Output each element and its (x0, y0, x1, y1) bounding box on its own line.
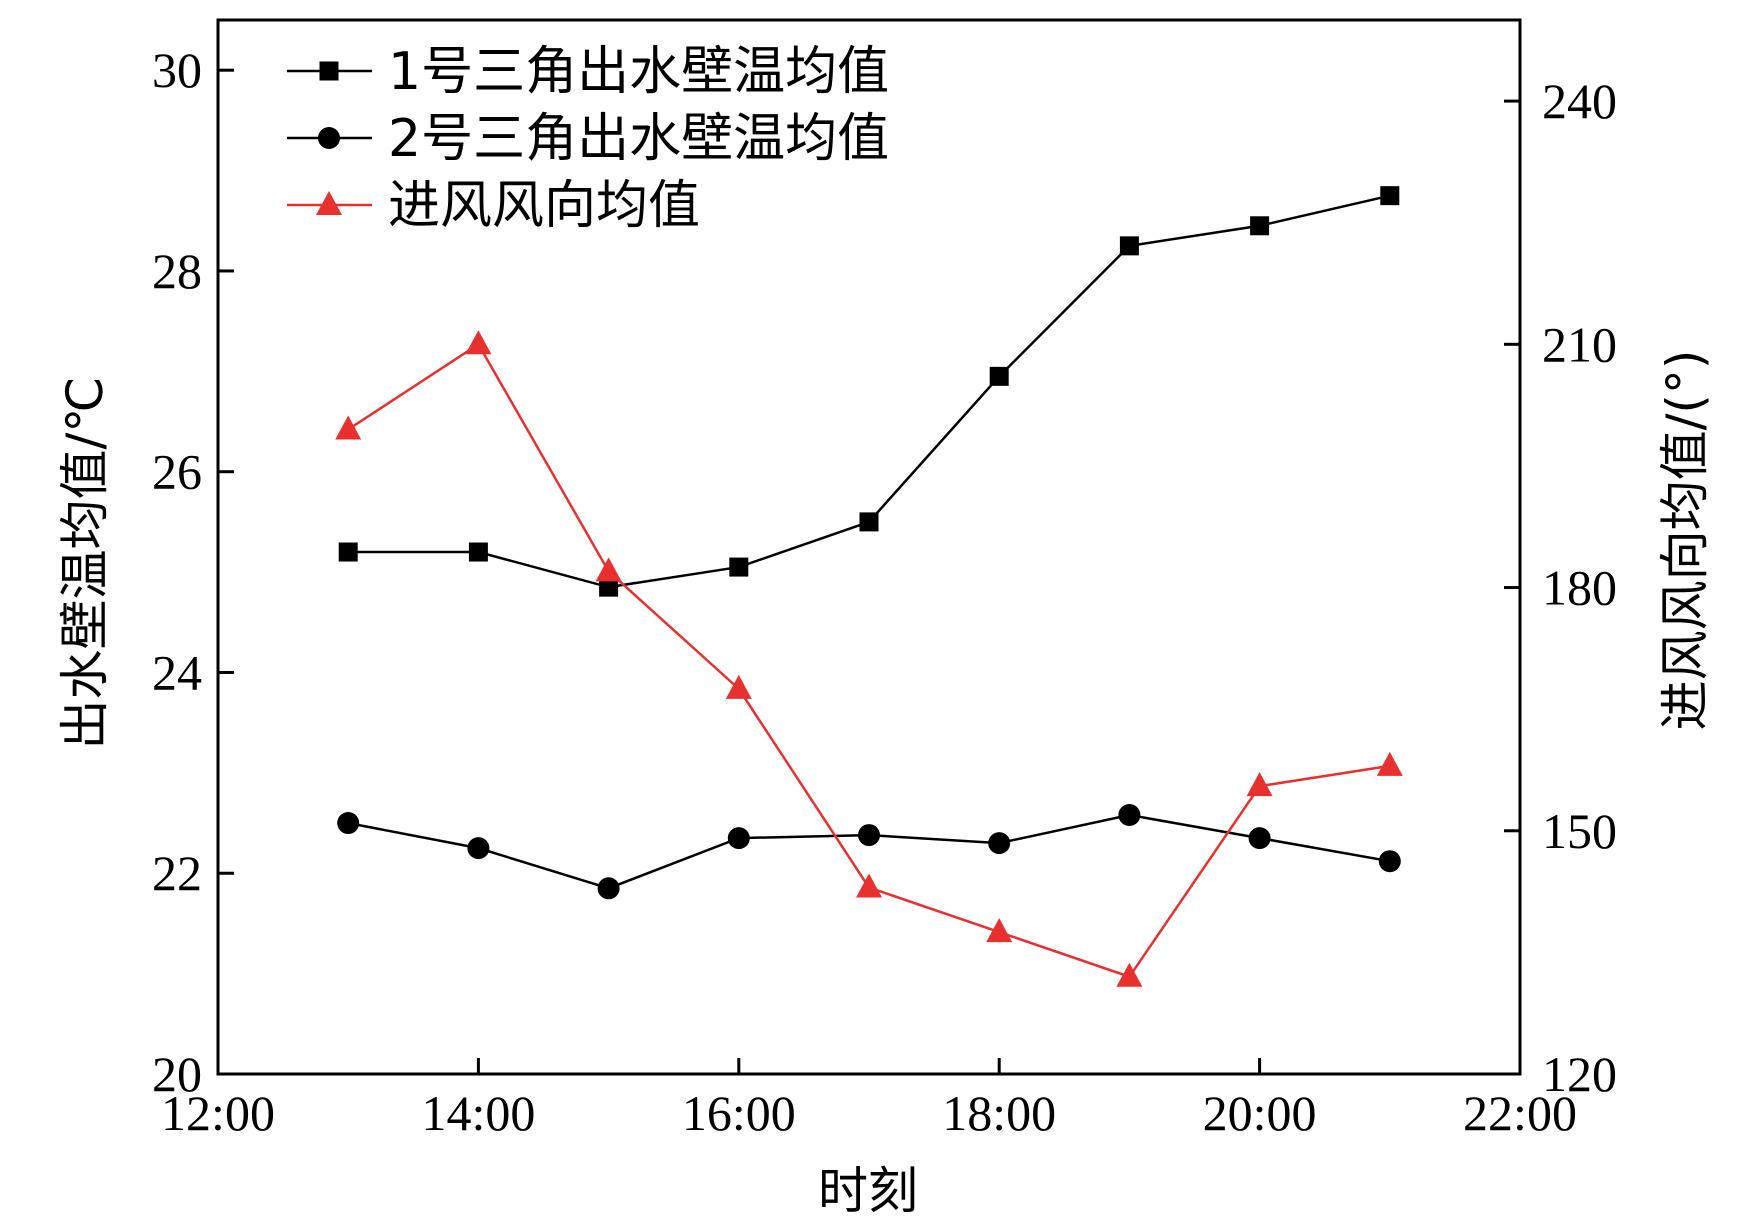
series-3 (335, 330, 1403, 987)
x-tick-label: 14:00 (421, 1085, 535, 1141)
series-1-point (729, 557, 749, 577)
y-left-tick-label: 22 (152, 845, 202, 901)
series-2-point (467, 837, 490, 860)
legend-label: 进风风向均值 (388, 176, 700, 236)
y-left-tick-label: 24 (152, 644, 202, 700)
y-right-tick-label: 180 (1542, 560, 1617, 616)
series-layer (335, 186, 1403, 987)
series-2 (337, 804, 1401, 900)
legend-item-3: 进风风向均值 (287, 176, 700, 236)
y-right-axis-title: 进风风向均值/(°) (1656, 350, 1714, 731)
y-left-tick-label: 30 (152, 42, 202, 98)
series-3-point (335, 415, 362, 440)
y-left-tick-label: 26 (152, 444, 202, 500)
series-3-point (1376, 751, 1403, 776)
series-1-point (1250, 216, 1270, 236)
series-1-point (1119, 236, 1139, 256)
plot-frame (216, 18, 1522, 1076)
legend-marker (316, 191, 342, 215)
y-right-tick-label: 120 (1542, 1046, 1617, 1102)
x-axis-title: 时刻 (818, 1162, 918, 1220)
series-3-point (856, 873, 882, 898)
legend-label: 2号三角出水壁温均值 (388, 109, 889, 169)
series-3-point (1246, 772, 1273, 797)
legend-item-2: 2号三角出水壁温均值 (287, 109, 889, 169)
series-3-point (986, 918, 1013, 943)
x-tick-label: 22:00 (1463, 1085, 1577, 1141)
legend-marker (318, 127, 340, 149)
legend-item-1: 1号三角出水壁温均值 (287, 42, 889, 102)
series-1-point (1380, 186, 1400, 206)
x-tick-label: 12:00 (161, 1085, 275, 1141)
series-2-point (1378, 850, 1401, 873)
x-tick-label: 20:00 (1203, 1085, 1317, 1141)
series-2-point (858, 824, 880, 847)
y-right-tick-label: 150 (1542, 803, 1617, 859)
x-tick-label: 16:00 (682, 1085, 796, 1141)
series-2-point (988, 832, 1011, 855)
series-3-point (595, 557, 622, 582)
ticks: 12:00 14:00 16:00 18:00 20:00 22:00 20 22 24 26 28… (152, 42, 1617, 1141)
legend-label: 1号三角出水壁温均值 (388, 42, 889, 102)
series-1-point (599, 577, 619, 597)
series-3-point (1116, 962, 1143, 987)
y-left-axis-title: 出水壁温均值/℃ (56, 377, 114, 750)
series-3-point (725, 674, 752, 699)
series-1 (338, 186, 1400, 597)
y-left-tick-label: 20 (152, 1046, 202, 1102)
series-1-point (989, 366, 1009, 386)
y-right-tick-label: 210 (1542, 316, 1617, 372)
series-2-point (1248, 827, 1271, 850)
axes (216, 18, 1522, 1076)
y-right-tick-label: 240 (1542, 73, 1617, 129)
series-1-point (859, 512, 879, 532)
y-left-tick-label: 28 (152, 243, 202, 299)
x-tick-label: 18:00 (942, 1085, 1056, 1141)
series-2-point (337, 812, 360, 835)
series-1-point (468, 542, 488, 562)
series-3-point (465, 330, 492, 355)
series-2-point (1118, 804, 1141, 827)
series-2-point (597, 877, 620, 900)
series-2-point (727, 827, 750, 850)
legend-marker (319, 61, 339, 81)
series-1-point (338, 542, 358, 562)
